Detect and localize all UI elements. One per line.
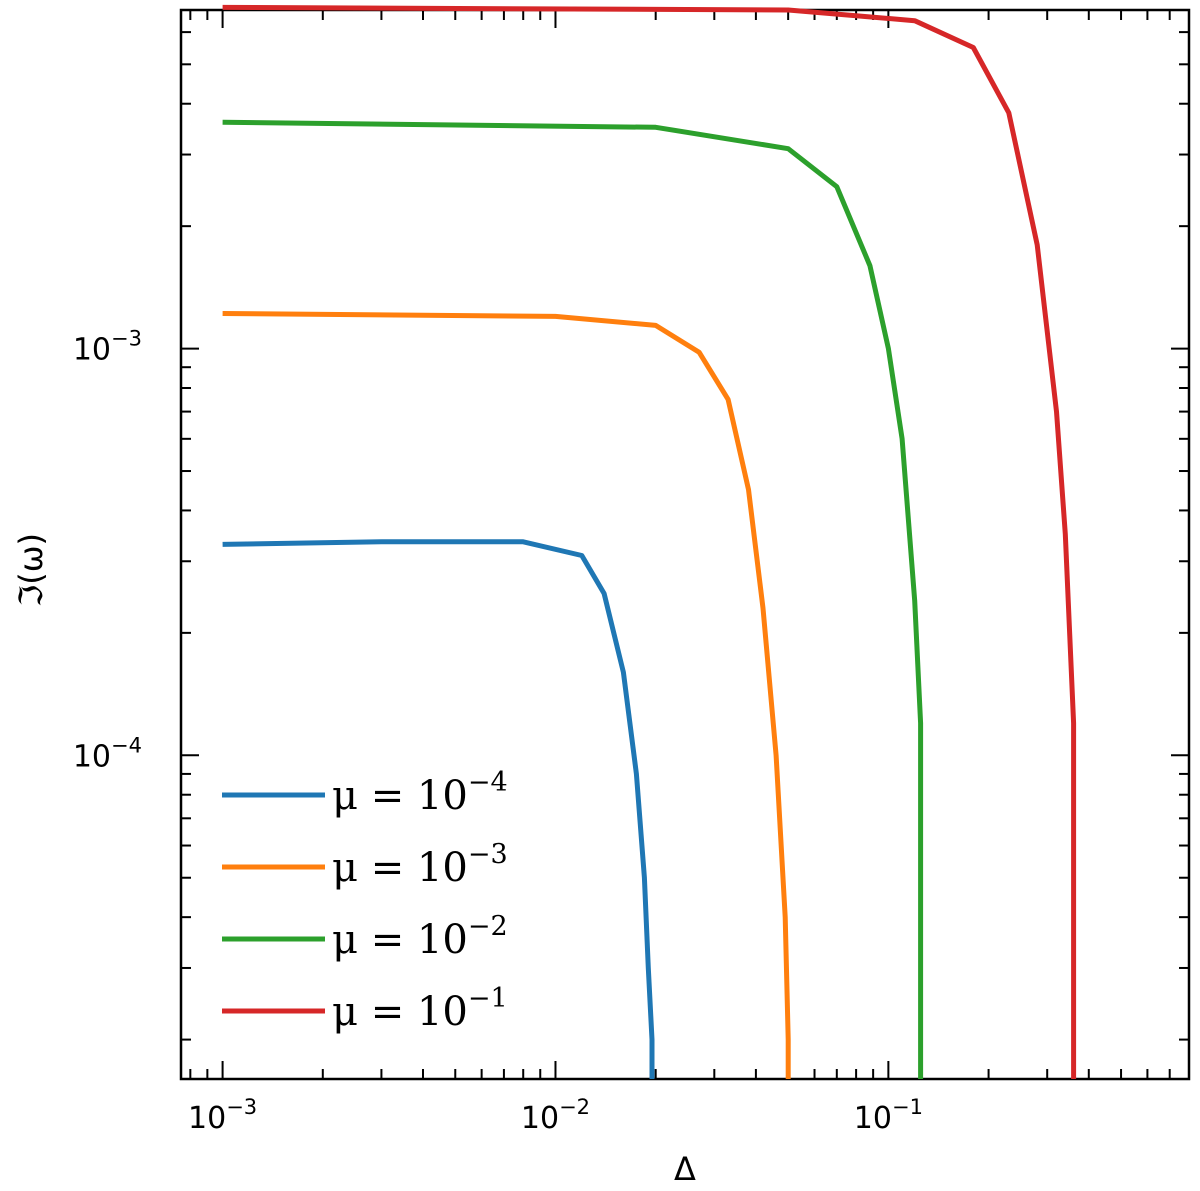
legend-label: μ = 10−2 <box>332 911 508 963</box>
series-lines <box>222 4 1077 1079</box>
series-line-4 <box>222 4 1077 1079</box>
x-tick-label: 10−1 <box>854 1095 923 1136</box>
series-line-3 <box>222 119 924 1079</box>
x-tick-label: 10−2 <box>521 1095 590 1136</box>
x-axis-label: Δ <box>674 1150 696 1188</box>
series-line-2 <box>222 311 791 1079</box>
x-tick-label: 10−3 <box>188 1095 257 1136</box>
y-tick-label: 10−4 <box>73 733 142 774</box>
y-axis-label: ℑ(ω) <box>12 533 50 607</box>
legend: μ = 10−4 μ = 10−3 μ = 10−2 μ = 10−1 <box>222 767 508 1035</box>
major-ticks <box>181 10 1189 1079</box>
legend-label: μ = 10−3 <box>332 839 508 891</box>
y-tick-label: 10−3 <box>73 327 142 368</box>
x-tick-labels: 10−3 10−2 10−1 <box>188 1095 923 1136</box>
legend-label: μ = 10−1 <box>332 983 508 1035</box>
minor-ticks <box>181 10 1190 1079</box>
series-line-1 <box>222 539 655 1079</box>
y-tick-labels: 10−3 10−4 <box>73 327 142 775</box>
legend-label: μ = 10−4 <box>332 767 508 819</box>
